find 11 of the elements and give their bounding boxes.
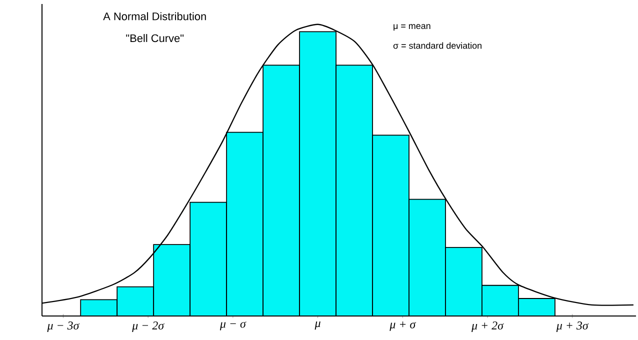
x-tick-label: μ − 3σ xyxy=(47,322,80,332)
x-tick-label: μ + σ xyxy=(390,322,416,331)
x-tick-label: μ − 2σ xyxy=(132,322,164,332)
annotation: σ = standard deviation xyxy=(393,42,482,49)
x-tick-label: μ + 3σ xyxy=(556,322,589,332)
annotation: μ = mean xyxy=(394,24,430,31)
x-tick-label: μ + 2σ xyxy=(472,322,504,332)
text: "Bell Curve" xyxy=(126,34,184,42)
x-tick-label: μ xyxy=(314,322,320,330)
chart-title: A Normal Distribution xyxy=(103,12,206,20)
x-tick-label: μ − σ xyxy=(220,322,246,330)
